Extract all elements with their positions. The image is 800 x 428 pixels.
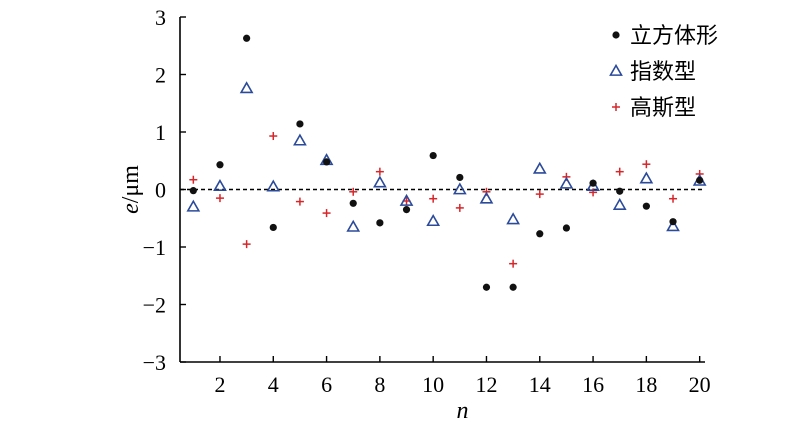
data-marks: [186, 34, 707, 291]
circle-point: [269, 223, 277, 232]
triangle-point: [186, 199, 201, 212]
x-tick-label: 4: [268, 372, 279, 397]
x-tick-label: 6: [321, 372, 332, 397]
circle-point: [402, 206, 411, 214]
plus-point: [269, 132, 278, 141]
circle-point: [296, 120, 304, 128]
plus-point: [189, 175, 198, 184]
series-plus: [189, 132, 704, 268]
plus-point: [242, 240, 251, 249]
circle-point: [243, 34, 251, 42]
y-axis-label: e/μm: [118, 165, 144, 214]
triangle-point: [426, 214, 441, 227]
plus-point: [535, 190, 544, 199]
x-tick-label: 10: [422, 372, 444, 397]
circle-point: [376, 219, 384, 227]
triangle-point: [266, 179, 281, 192]
y-axis-label-var: e: [118, 203, 144, 214]
x-tick-label: 12: [475, 372, 497, 397]
circle-point: [429, 151, 437, 160]
triangle-point: [612, 197, 627, 210]
circle-point: [642, 202, 650, 210]
circle-point: [322, 158, 331, 166]
triangle-point: [399, 193, 414, 206]
plus-point: [375, 167, 384, 176]
circle-point: [216, 161, 224, 169]
triangle-point: [293, 133, 307, 146]
circle-point: [696, 176, 704, 184]
circle-point: [509, 283, 517, 291]
circle-point: [562, 224, 571, 232]
circle-point: [349, 199, 357, 207]
triangle-point: [452, 182, 467, 195]
legend-label: 立方体形: [630, 24, 718, 49]
plus-point: [295, 197, 304, 206]
plus-point: [349, 187, 358, 196]
legend-label: 指数型: [630, 60, 696, 85]
y-tick-label: −3: [143, 350, 166, 375]
plus-point: [642, 160, 651, 169]
y-tick-label: 0: [155, 178, 166, 203]
legend-circle-marker: [612, 31, 620, 39]
legend-plus-marker: [612, 103, 620, 111]
x-tick-label: 8: [374, 372, 385, 397]
x-tick-label: 20: [689, 372, 711, 397]
triangle-point: [532, 161, 547, 174]
legend-label: 高斯型: [630, 96, 696, 121]
plus-point: [509, 259, 518, 268]
plus-point: [322, 209, 331, 218]
plus-point: [215, 194, 224, 203]
triangle-point: [372, 175, 387, 188]
x-tick-label: 18: [635, 372, 657, 397]
circle-point: [589, 179, 597, 187]
triangle-point: [666, 219, 680, 232]
circle-point: [456, 173, 464, 182]
circle-point: [482, 283, 491, 291]
x-axis-label: n: [457, 398, 469, 424]
plus-point: [429, 194, 438, 203]
triangle-point: [346, 219, 361, 232]
y-tick-label: 3: [155, 5, 166, 30]
y-tick-label: −2: [143, 293, 166, 318]
circle-point: [189, 187, 197, 195]
y-axis-label-unit: /μm: [118, 165, 144, 204]
x-tick-label: 14: [529, 372, 551, 397]
series-circle: [189, 34, 704, 291]
circle-point: [536, 230, 544, 238]
triangle-point: [506, 212, 521, 225]
y-tick-label: 1: [155, 120, 166, 145]
y-tick-label: −1: [143, 235, 166, 260]
triangle-point: [639, 171, 654, 184]
series-triangle: [186, 81, 707, 232]
triangle-point: [559, 176, 574, 189]
x-tick-label: 2: [214, 372, 225, 397]
triangle-point: [479, 191, 494, 204]
plus-point: [615, 167, 624, 176]
plus-point: [455, 203, 464, 212]
x-tick-label: 16: [582, 372, 604, 397]
plus-point: [669, 194, 678, 203]
y-tick-label: 2: [155, 63, 166, 88]
triangle-point: [239, 81, 254, 94]
legend-triangle-marker: [609, 63, 623, 76]
circle-point: [669, 218, 677, 226]
triangle-point: [213, 178, 227, 191]
circle-point: [616, 187, 624, 195]
